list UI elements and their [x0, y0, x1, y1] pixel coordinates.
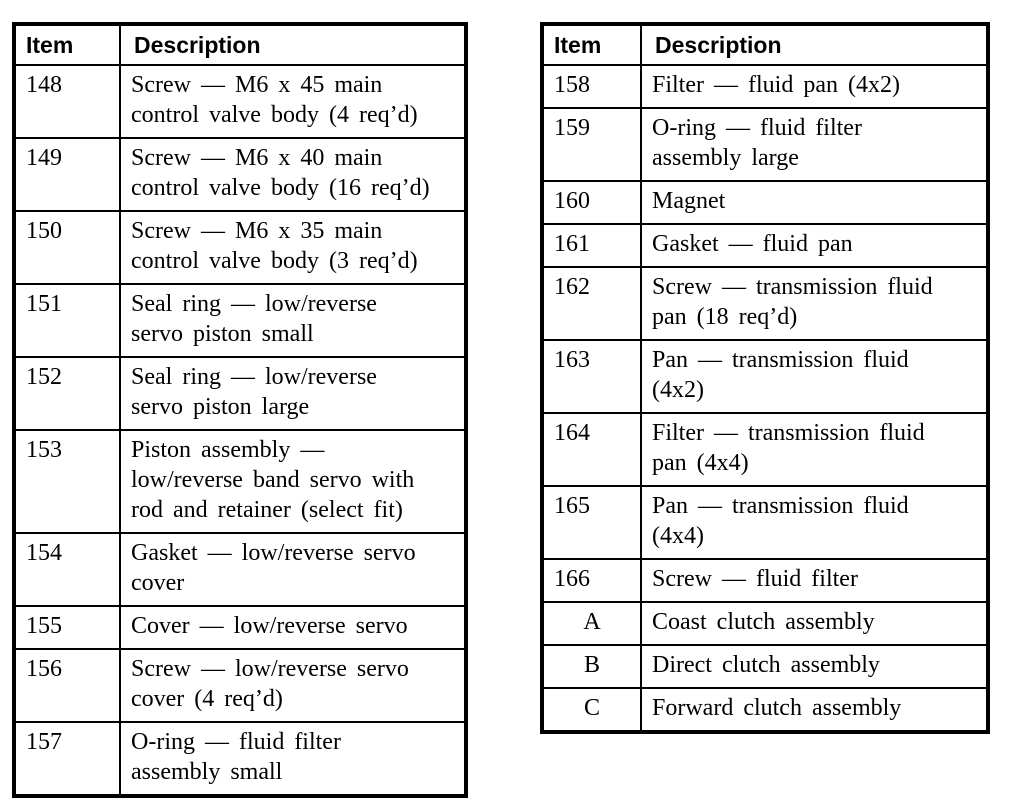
description-cell: Screw — low/reverse servo cover (4 req’d… [119, 648, 467, 723]
table-row: 166 Screw — fluid filter [541, 558, 989, 603]
table-row: C Forward clutch assembly [541, 687, 989, 733]
description-cell: Screw — M6 x 45 main control valve body … [119, 64, 467, 139]
description-cell: Piston assembly — low/reverse band servo… [119, 429, 467, 534]
table-row: 154 Gasket — low/reverse servo cover [13, 532, 467, 607]
table-row: 162 Screw — transmission fluid pan (18 re… [541, 266, 989, 341]
table-row: 155 Cover — low/reverse servo [13, 605, 467, 650]
description-cell: Cover — low/reverse servo [119, 605, 467, 650]
item-cell: 160 [541, 180, 642, 225]
table-row: 164 Filter — transmission fluid pan (4x4) [541, 412, 989, 487]
table-row: 151 Seal ring — low/reverse servo piston … [13, 283, 467, 358]
table-row: 153 Piston assembly — low/reverse band se… [13, 429, 467, 534]
table-row: 152 Seal ring — low/reverse servo piston … [13, 356, 467, 431]
table-row: 148 Screw — M6 x 45 main control valve bo… [13, 64, 467, 139]
description-cell: Gasket — low/reverse servo cover [119, 532, 467, 607]
item-cell: 166 [541, 558, 642, 603]
item-column-header: Item [541, 23, 642, 66]
item-cell: 151 [13, 283, 121, 358]
item-cell: B [541, 644, 642, 689]
item-cell: A [541, 601, 642, 646]
item-cell: 156 [13, 648, 121, 723]
description-cell: Direct clutch assembly [640, 644, 989, 689]
description-column-header: Description [640, 23, 989, 66]
table-row: 159 O-ring — fluid filter assembly large [541, 107, 989, 182]
item-cell: 164 [541, 412, 642, 487]
description-cell: Magnet [640, 180, 989, 225]
description-cell: Gasket — fluid pan [640, 223, 989, 268]
description-cell: Seal ring — low/reverse servo piston sma… [119, 283, 467, 358]
item-column-header: Item [13, 23, 121, 66]
description-cell: Screw — fluid filter [640, 558, 989, 603]
table-row: 161 Gasket — fluid pan [541, 223, 989, 268]
item-cell: 153 [13, 429, 121, 534]
description-cell: Screw — M6 x 40 main control valve body … [119, 137, 467, 212]
item-cell: 148 [13, 64, 121, 139]
description-cell: Forward clutch assembly [640, 687, 989, 733]
description-cell: O-ring — fluid filter assembly large [640, 107, 989, 182]
description-cell: Seal ring — low/reverse servo piston lar… [119, 356, 467, 431]
item-cell: 155 [13, 605, 121, 650]
table-row: B Direct clutch assembly [541, 644, 989, 689]
item-cell: 165 [541, 485, 642, 560]
item-cell: 152 [13, 356, 121, 431]
item-cell: 163 [541, 339, 642, 414]
item-cell: 154 [13, 532, 121, 607]
item-cell: 150 [13, 210, 121, 285]
description-cell: Screw — transmission fluid pan (18 req’d… [640, 266, 989, 341]
item-cell: C [541, 687, 642, 733]
description-cell: Filter — fluid pan (4x2) [640, 64, 989, 109]
description-cell: Pan — transmission fluid (4x4) [640, 485, 989, 560]
parts-table-right: Item Description 158 Filter — fluid pan (… [540, 22, 990, 734]
header-row: Item Description [541, 23, 989, 66]
item-cell: 157 [13, 721, 121, 797]
table-row: 157 O-ring — fluid filter assembly small [13, 721, 467, 797]
table-row: 149 Screw — M6 x 40 main control valve bo… [13, 137, 467, 212]
description-cell: O-ring — fluid filter assembly small [119, 721, 467, 797]
table-row: 150 Screw — M6 x 35 main control valve bo… [13, 210, 467, 285]
table-row: 156 Screw — low/reverse servo cover (4 re… [13, 648, 467, 723]
description-column-header: Description [119, 23, 467, 66]
table-row: 158 Filter — fluid pan (4x2) [541, 64, 989, 109]
description-cell: Screw — M6 x 35 main control valve body … [119, 210, 467, 285]
item-cell: 161 [541, 223, 642, 268]
item-cell: 158 [541, 64, 642, 109]
description-cell: Coast clutch assembly [640, 601, 989, 646]
table-row: A Coast clutch assembly [541, 601, 989, 646]
item-cell: 162 [541, 266, 642, 341]
header-row: Item Description [13, 23, 467, 66]
item-cell: 159 [541, 107, 642, 182]
description-cell: Filter — transmission fluid pan (4x4) [640, 412, 989, 487]
parts-table-left: Item Description 148 Screw — M6 x 45 main… [12, 22, 468, 798]
item-cell: 149 [13, 137, 121, 212]
table-row: 165 Pan — transmission fluid (4x4) [541, 485, 989, 560]
table-row: 160 Magnet [541, 180, 989, 225]
parts-table: Item Description 158 Filter — fluid pan (… [540, 22, 990, 734]
description-cell: Pan — transmission fluid (4x2) [640, 339, 989, 414]
table-row: 163 Pan — transmission fluid (4x2) [541, 339, 989, 414]
parts-table: Item Description 148 Screw — M6 x 45 main… [12, 22, 468, 798]
